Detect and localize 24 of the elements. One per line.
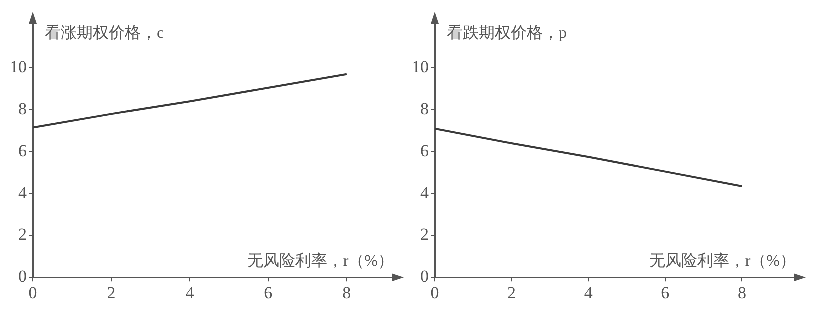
- x-tick-label: 4: [186, 283, 195, 302]
- y-tick-label: 6: [18, 141, 27, 160]
- y-axis-title: 看跌期权价格，p: [447, 24, 567, 42]
- y-tick-label: 2: [18, 225, 27, 244]
- y-tick-label: 10: [412, 58, 429, 77]
- x-tick-label: 8: [738, 283, 746, 302]
- y-tick-label: 10: [10, 58, 27, 77]
- y-tick-label: 0: [18, 267, 27, 286]
- x-tick-label: 6: [264, 283, 273, 302]
- x-tick-label: 8: [342, 283, 352, 302]
- x-tick-label: 2: [107, 283, 116, 302]
- y-tick-label: 6: [420, 141, 429, 160]
- y-tick-label: 0: [420, 267, 429, 286]
- y-tick-label: 8: [18, 99, 27, 118]
- y-tick-label: 4: [18, 183, 28, 202]
- y-tick-label: 8: [420, 99, 429, 118]
- x-axis-title: 无风险利率，r（%）: [649, 252, 796, 270]
- x-tick-label: 2: [508, 283, 516, 302]
- y-tick-label: 2: [420, 225, 429, 244]
- x-tick-label: 6: [661, 283, 670, 302]
- x-axis-title: 无风险利率，r（%）: [247, 252, 394, 270]
- y-tick-label: 4: [420, 183, 430, 202]
- y-axis-title: 看涨期权价格，c: [45, 24, 164, 42]
- x-tick-label: 4: [584, 283, 594, 302]
